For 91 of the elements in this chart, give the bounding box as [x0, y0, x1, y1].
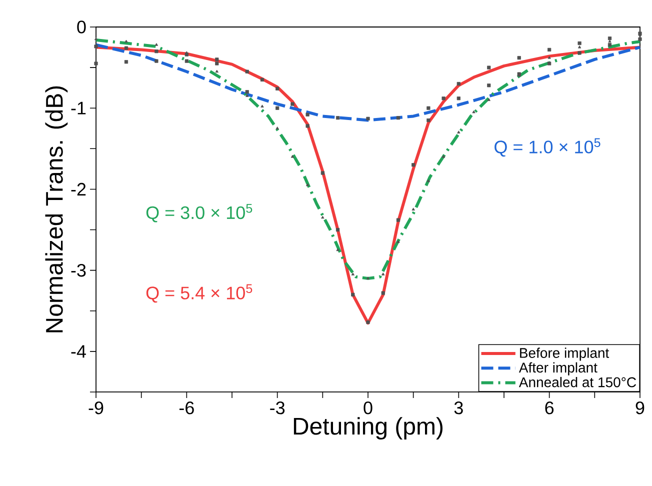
point [320, 171, 324, 175]
legend-label: Before implant [520, 348, 610, 361]
y-tick-label: -2 [71, 182, 86, 196]
point [260, 104, 264, 108]
annotation: Q = 1.0 × 10$^{5}$ [494, 138, 600, 157]
point [185, 51, 188, 54]
y-tick-label: 0 [77, 20, 86, 34]
line-series [94, 46, 642, 325]
point [578, 45, 582, 48]
point [184, 52, 188, 56]
point [456, 82, 460, 86]
x-tick-label: -3 [270, 402, 285, 414]
point [426, 118, 430, 122]
point [608, 40, 612, 43]
point [124, 40, 128, 43]
point [487, 66, 491, 70]
line-series [94, 43, 642, 122]
point [366, 116, 370, 120]
point [366, 320, 370, 324]
point [351, 272, 354, 276]
point [412, 163, 416, 167]
point [124, 46, 128, 50]
point [154, 59, 158, 63]
point [215, 58, 219, 62]
point [124, 60, 128, 64]
x-axis-title: Detuning (pm) [294, 417, 442, 440]
point [396, 240, 400, 243]
annotation: Q = 3.0 × 10$^{5}$ [146, 204, 252, 222]
point [608, 43, 612, 47]
point [94, 62, 98, 66]
legend-label: After implant [518, 362, 598, 376]
point [336, 228, 340, 232]
point [184, 59, 188, 63]
annotation: Q = 5.4 × 10$^{5}$ [146, 284, 252, 303]
point [336, 248, 340, 252]
point [321, 216, 324, 219]
point [426, 106, 430, 110]
point [366, 276, 370, 280]
y-tick-label: -4 [71, 345, 86, 358]
point [608, 36, 612, 40]
point [396, 218, 400, 222]
point [94, 44, 98, 48]
y-tick-label: -1 [71, 102, 86, 114]
point [578, 51, 582, 55]
x-tick-label: -6 [179, 402, 194, 414]
point [578, 41, 582, 46]
y-axis-title: Normalized Trans. (dB) [45, 86, 68, 332]
point [487, 98, 490, 101]
point [276, 86, 280, 90]
x-tick-label: 3 [454, 402, 463, 414]
point [548, 62, 552, 66]
point [548, 48, 552, 52]
line-series [94, 38, 642, 280]
y-tick-label: -3 [71, 264, 86, 277]
point [245, 90, 249, 94]
point [290, 102, 294, 106]
point [382, 272, 385, 276]
point [306, 124, 310, 128]
point [487, 84, 491, 88]
point [154, 43, 158, 46]
point [638, 37, 642, 41]
point [306, 112, 310, 116]
point [306, 183, 310, 186]
x-tick-label: -9 [88, 402, 104, 414]
point [396, 116, 400, 120]
point [442, 154, 446, 158]
point [336, 116, 340, 120]
point [215, 62, 219, 66]
legend-label: Annealed at 150°C [518, 376, 636, 388]
point [548, 56, 551, 59]
point [246, 94, 249, 97]
point [412, 208, 415, 210]
point [215, 70, 218, 73]
point [472, 110, 476, 114]
point [245, 70, 249, 74]
point [94, 37, 98, 40]
x-tick-label: 6 [545, 402, 554, 414]
point [517, 56, 521, 60]
point [442, 96, 446, 100]
point [381, 291, 385, 295]
x-tick-label: 0 [364, 402, 372, 414]
point [351, 292, 355, 296]
point [426, 179, 430, 182]
point [290, 154, 294, 158]
x-tick-label: 9 [636, 402, 644, 414]
point [456, 96, 460, 100]
point [457, 130, 460, 134]
point [260, 78, 264, 82]
point [276, 126, 279, 130]
point [154, 50, 158, 54]
point [276, 106, 280, 110]
